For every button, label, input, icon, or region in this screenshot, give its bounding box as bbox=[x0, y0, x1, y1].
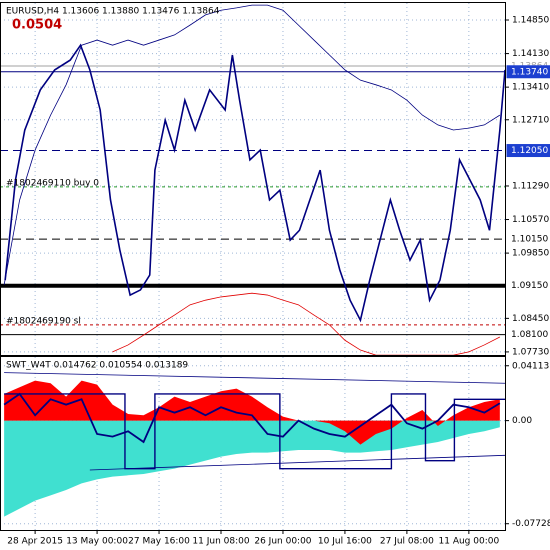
line bbox=[3, 392, 501, 444]
y-tick-label: 1.08450 bbox=[512, 314, 549, 324]
x-tick-label: 28 Apr 2015 bbox=[7, 537, 63, 547]
line bbox=[3, 4, 501, 285]
level-label: 1.08100 bbox=[511, 330, 548, 340]
line bbox=[4, 372, 505, 384]
line bbox=[4, 43, 505, 323]
area bbox=[4, 380, 500, 445]
y-tick-label: 1.07730 bbox=[512, 347, 549, 357]
level-label: 1.12050 bbox=[511, 146, 548, 156]
y-tick-label: 0.041137 bbox=[512, 361, 550, 371]
line bbox=[89, 454, 505, 471]
line bbox=[112, 292, 501, 355]
x-tick-label: 27 May 16:00 bbox=[128, 537, 190, 547]
y-tick-label: 0.00 bbox=[512, 416, 532, 426]
plot-area bbox=[0, 357, 505, 530]
y-tick-label: 1.09850 bbox=[512, 249, 549, 259]
level-label: 1.10150 bbox=[511, 235, 548, 245]
y-tick-label: 1.10570 bbox=[512, 215, 549, 225]
annotation: 0.0504 bbox=[12, 18, 62, 33]
y-tick-label: 1.14130 bbox=[512, 49, 549, 59]
y-tick-label: 1.14850 bbox=[512, 16, 549, 26]
line bbox=[4, 393, 505, 470]
level-box bbox=[506, 328, 550, 342]
order-label: #1802469190 sl bbox=[6, 316, 81, 326]
level-box bbox=[506, 279, 550, 293]
panel-frame bbox=[0, 356, 506, 531]
order-label: #1802469110 buy 0 bbox=[6, 178, 99, 188]
x-tick-label: 27 Jul 08:00 bbox=[380, 537, 434, 547]
level-box bbox=[506, 65, 550, 79]
level-box bbox=[506, 144, 550, 158]
x-tick-label: 13 May 00:00 bbox=[66, 537, 128, 547]
y-tick-label: 1.11290 bbox=[512, 181, 549, 191]
level-label: 1.09150 bbox=[511, 281, 548, 291]
chart-title: SWT_W4T 0.014762 0.010554 0.013189 bbox=[6, 361, 188, 371]
x-tick-label: 10 Jul 16:00 bbox=[318, 537, 372, 547]
panel-frame bbox=[0, 2, 506, 356]
plot-area bbox=[0, 3, 505, 355]
y-tick-label: 1.12710 bbox=[512, 115, 549, 125]
y-tick-label: -0.077283 bbox=[512, 519, 550, 529]
x-tick-label: 26 Jun 00:00 bbox=[254, 537, 311, 547]
level-label: 1.13740 bbox=[511, 67, 548, 77]
level-box bbox=[506, 232, 550, 246]
x-tick-label: 11 Aug 00:00 bbox=[439, 537, 500, 547]
chart-title: EURUSD,H4 1.13606 1.13880 1.13476 1.1386… bbox=[6, 7, 220, 17]
x-tick-label: 11 Jun 08:00 bbox=[192, 537, 249, 547]
area bbox=[4, 420, 500, 517]
y-tick-label: 1.13410 bbox=[512, 83, 549, 93]
